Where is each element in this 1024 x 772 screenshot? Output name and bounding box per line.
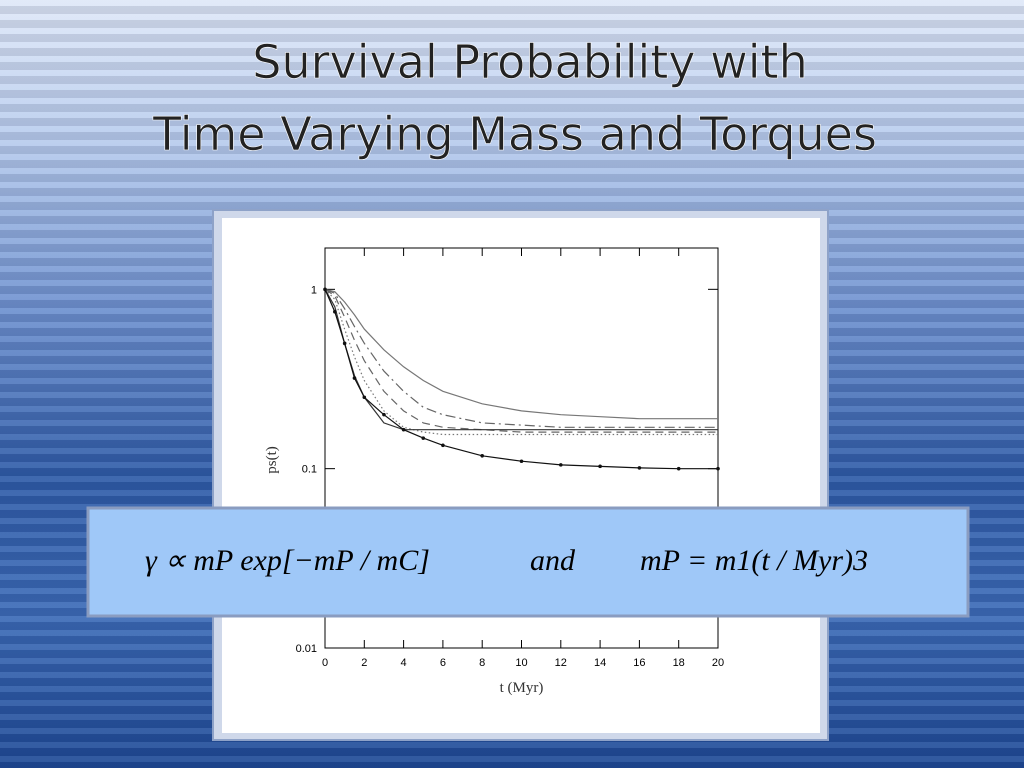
formula-right: mP = m1(t / Myr)3 [640, 544, 868, 577]
series-point [559, 463, 563, 467]
formula-left: γ ∝ mP exp[−mP / mC] [145, 544, 430, 577]
y-axis-label: ps(t) [264, 446, 280, 474]
series-point [323, 287, 327, 292]
x-tick-label: 6 [440, 657, 446, 669]
x-tick-label: 8 [479, 657, 485, 669]
x-tick-label: 0 [322, 657, 328, 669]
series-point [362, 395, 367, 400]
formula-box [86, 506, 970, 618]
series-point [716, 466, 720, 471]
series-point [598, 464, 602, 469]
series-line [324, 288, 718, 436]
series-line [324, 288, 718, 433]
y-tick-label: 0.1 [302, 464, 317, 476]
series-point [421, 436, 426, 440]
series-line [324, 289, 718, 470]
x-tick-label: 2 [361, 657, 367, 669]
series-line [324, 288, 718, 420]
title-line: Survival Probability with [252, 35, 807, 89]
x-tick-label: 4 [401, 657, 407, 669]
title-line: Time Varying Mass and Torques [152, 107, 877, 161]
series-point [519, 459, 524, 464]
series-point [676, 466, 681, 471]
series-point [637, 466, 642, 470]
series-point [382, 412, 386, 417]
x-tick-label: 14 [594, 657, 606, 669]
x-tick-label: 18 [673, 657, 685, 669]
x-tick-label: 12 [555, 657, 567, 669]
formula-and: and [530, 544, 576, 577]
series-point [401, 427, 406, 432]
x-tick-label: 16 [633, 657, 645, 669]
x-tick-label: 10 [515, 657, 527, 669]
series-point [480, 453, 485, 458]
series-point [441, 443, 445, 448]
series-point [333, 309, 337, 314]
series-line [324, 288, 718, 428]
series-point [342, 341, 347, 346]
y-tick-label: 0.01 [296, 643, 317, 655]
x-axis-label: t (Myr) [500, 680, 544, 696]
x-tick-label: 20 [712, 657, 724, 669]
y-tick-label: 1 [311, 284, 317, 296]
series-point [352, 376, 357, 380]
